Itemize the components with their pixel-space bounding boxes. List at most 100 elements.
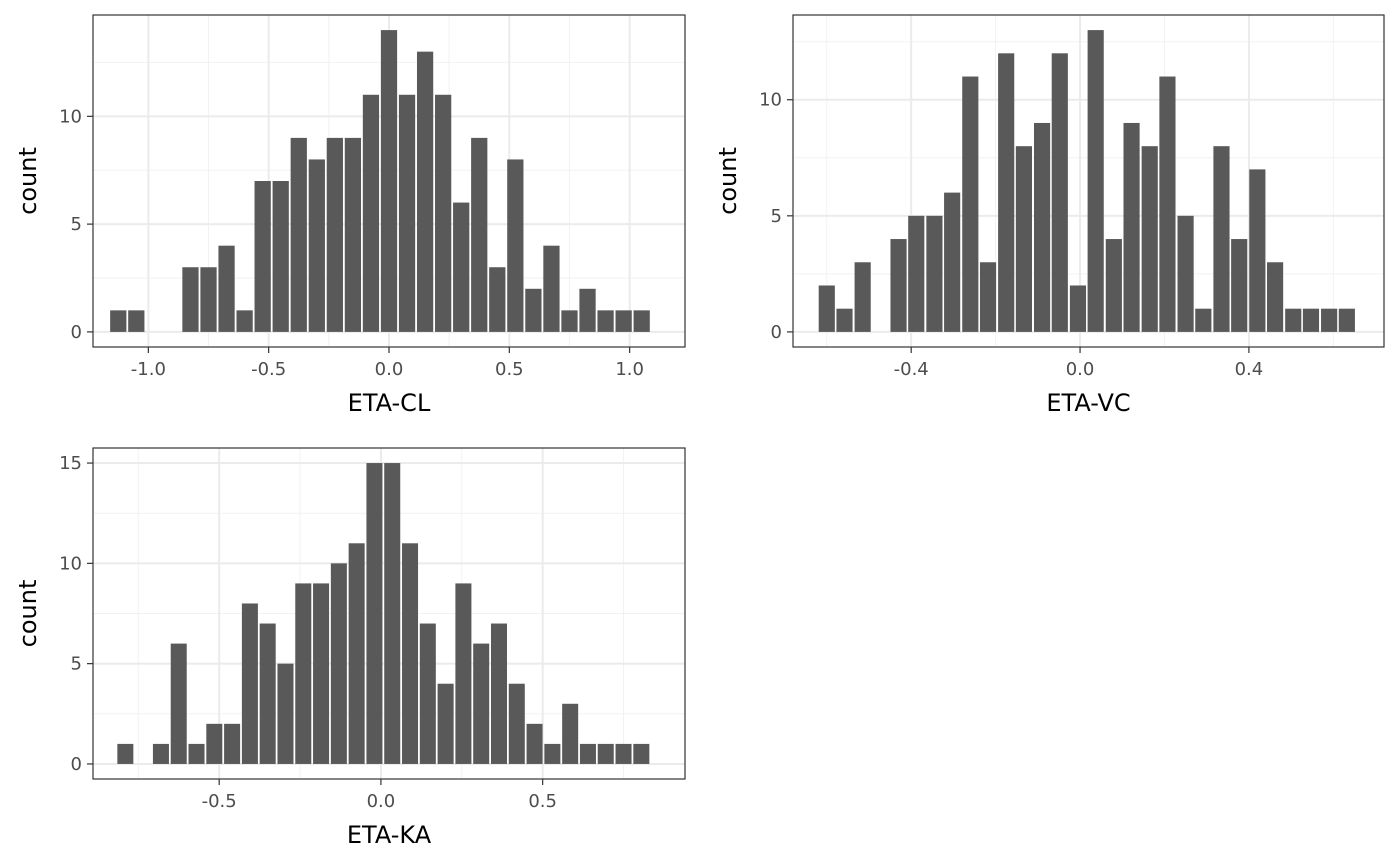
x-tick-label: 1.0 [615,359,644,380]
panel-eta-ka-border [92,447,686,780]
histogram-bar [490,623,507,764]
panel-eta-vc-bars [818,30,1355,332]
panel-eta-ka-bars [117,463,650,764]
histogram-bar [818,285,835,332]
histogram-bar [473,643,490,764]
y-tick-label: 5 [71,654,82,675]
histogram-bar [117,743,134,764]
histogram-bar [277,663,294,764]
panel-eta-vc-y-axis-title: count [714,147,742,215]
x-tick-label: 0.0 [375,359,404,380]
histogram-bar [962,76,979,332]
histogram-bar [1321,308,1338,332]
histogram-bar [308,159,325,332]
histogram-bar [366,463,383,764]
histogram-bar [313,583,330,764]
histogram-bar [362,94,380,332]
histogram-bar [416,51,434,332]
y-tick-label: 10 [59,106,82,127]
histogram-bar [419,623,436,764]
histogram-bar [326,137,343,332]
x-tick-label: -0.5 [202,791,237,812]
histogram-bar [597,743,614,764]
histogram-bar [836,308,853,332]
histogram-bar [1033,122,1051,332]
histogram-bar [1123,122,1140,332]
panel-eta-cl-y-axis-title: count [14,147,42,215]
histogram-bar [295,583,312,764]
histogram-bar [1069,285,1087,332]
histogram-bar [507,159,524,332]
histogram-bar [206,723,223,764]
histogram-bar [224,723,241,764]
panel-eta-cl: -1.0 -0.5 0.0 0.5 1.0 0 5 10 ETA-CL count [14,14,686,417]
histogram-bar [579,743,596,764]
histogram-bar [200,267,217,332]
histogram-bar [998,53,1015,332]
panel-eta-cl-y-ticks: 0 5 10 [59,106,93,343]
panel-eta-cl-bars [110,30,650,332]
panel-eta-ka-x-axis-title: ETA-KA [347,821,432,849]
histogram-bar [597,310,614,332]
histogram-bar [471,137,488,332]
histogram-bar [218,245,235,332]
histogram-bar [455,583,472,764]
histogram-bar [259,623,276,764]
panel-eta-cl-x-ticks: -1.0 -0.5 0.0 0.5 1.0 [131,347,644,380]
histogram-bar [508,683,525,764]
histogram-bar [170,643,187,764]
histogram-bar [1231,239,1248,332]
y-tick-label: 15 [59,453,82,474]
histogram-bar [544,743,561,764]
panel-eta-ka: -0.5 0.0 0.5 0 5 10 15 ETA-KA count [14,447,686,849]
y-tick-label: 0 [71,322,82,343]
y-tick-label: 10 [59,553,82,574]
x-tick-label: -0.5 [251,359,286,380]
histogram-bar [633,743,650,764]
panel-eta-ka-x-ticks: -0.5 0.0 0.5 [202,779,557,812]
histogram-bar [272,181,289,332]
histogram-bar [633,310,650,332]
histogram-bar [1249,169,1266,332]
histogram-bar [926,215,943,332]
histogram-bar [152,743,169,764]
histogram-bar [890,239,907,332]
histogram-bar [344,137,362,332]
x-tick-label: -0.4 [894,359,929,380]
histogram-bar [944,192,961,332]
histogram-bar [1302,308,1320,332]
histogram-bar [435,94,452,332]
y-tick-label: 0 [71,754,82,775]
histogram-bar [188,743,205,764]
histogram-bar [1195,308,1212,332]
panel-eta-cl-x-axis-title: ETA-CL [348,389,431,417]
histogram-bar [330,563,347,764]
histogram-bar [1087,30,1104,332]
histogram-bar [1051,53,1068,332]
histogram-bar [236,310,253,332]
histogram-bar [1338,308,1355,332]
y-tick-label: 10 [759,90,782,111]
histogram-bar [489,267,506,332]
histogram-bar [348,543,365,764]
histogram-bar [908,215,925,332]
histogram-bar [380,30,398,332]
histogram-bar [1213,146,1230,332]
histogram-bar [128,310,145,332]
histogram-bar [398,94,416,332]
histogram-bar [437,683,454,764]
histogram-bar [254,181,271,332]
panel-eta-vc-x-axis-title: ETA-VC [1046,389,1130,417]
histogram-bar [1285,308,1302,332]
histogram-bar [1015,146,1032,332]
histogram-bar [854,262,871,332]
histogram-bar [1177,215,1194,332]
y-tick-label: 0 [771,322,782,343]
histogram-bar [402,543,419,764]
panel-eta-vc: -0.4 0.0 0.4 0 5 10 ETA-VC count [714,14,1385,417]
histogram-bar [290,137,307,332]
histogram-bar [579,288,596,332]
y-tick-label: 5 [771,206,782,227]
panel-eta-vc-border [792,14,1385,348]
